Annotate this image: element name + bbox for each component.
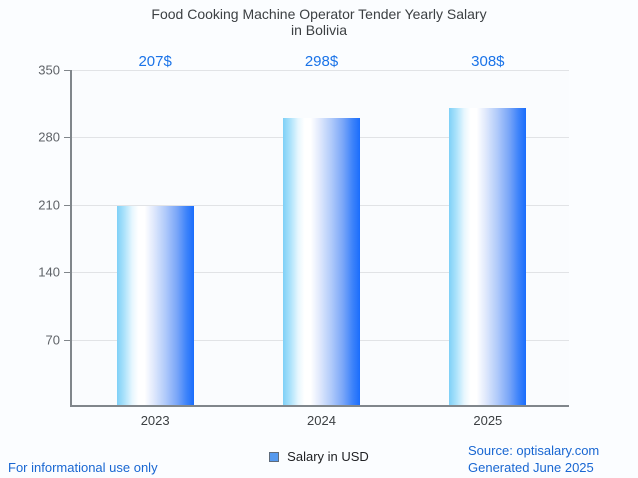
ytick-mark-350 <box>64 70 70 71</box>
legend-marker-icon <box>269 451 280 462</box>
ytick-mark-140 <box>64 272 70 274</box>
ytick-label-70: 70 <box>45 332 60 348</box>
bar-2023 <box>116 205 194 405</box>
footer-attribution: Source: optisalary.com Generated June 20… <box>468 442 599 476</box>
chart-title-line2: in Bolivia <box>290 22 348 38</box>
footer-source: Source: optisalary.com <box>468 443 600 458</box>
plot-area: 350 280 210 140 70 207$ 2023 298$ 2024 308$ 2025 <box>38 53 569 428</box>
xtick-label-2025: 2025 <box>473 413 503 428</box>
xtick-label-2023: 2023 <box>140 413 170 428</box>
legend-label: Salary in USD <box>287 449 369 464</box>
bar-2024 <box>283 118 360 405</box>
ytick-mark-210 <box>64 204 70 206</box>
bar-2025 <box>449 108 527 405</box>
bar-value-label-2025: 308$ <box>471 53 505 70</box>
ytick-label-350: 350 <box>38 62 60 78</box>
footer-disclaimer: For informational use only <box>8 460 158 475</box>
chart-title-line1: Food Cooking Machine Operator Tender Yea… <box>151 6 487 22</box>
ytick-mark-70 <box>64 339 70 341</box>
xtick-label-2024: 2024 <box>307 413 336 428</box>
bar-value-label-2023: 207$ <box>138 53 172 70</box>
chart-title: Food Cooking Machine Operator Tender Yea… <box>0 6 638 38</box>
ytick-label-140: 140 <box>38 264 60 280</box>
ytick-label-280: 280 <box>38 129 60 145</box>
ytick-mark-280 <box>64 137 70 139</box>
bar-value-label-2024: 298$ <box>304 53 339 70</box>
ytick-label-210: 210 <box>38 197 60 213</box>
footer-generated: Generated June 2025 <box>468 460 594 475</box>
chart-legend: Salary in USD <box>0 449 638 464</box>
gridline-350 <box>72 70 569 71</box>
